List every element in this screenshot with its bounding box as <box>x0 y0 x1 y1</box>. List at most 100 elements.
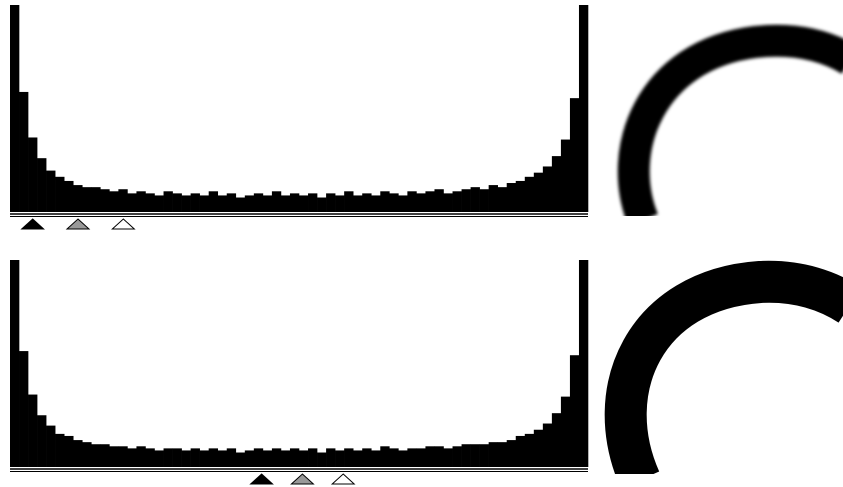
histogram-bar <box>489 185 498 212</box>
histogram-bar <box>10 260 19 467</box>
histogram-bar <box>109 191 118 212</box>
histogram-bar <box>109 446 118 467</box>
histogram-bar <box>299 450 308 467</box>
histogram-bar <box>507 440 516 467</box>
histogram-bar <box>236 198 245 212</box>
histogram-bar <box>281 195 290 212</box>
histogram-bar <box>118 189 127 212</box>
histogram-bar <box>579 5 588 212</box>
histogram-bar <box>498 187 507 212</box>
histogram-bar <box>471 444 480 467</box>
histogram-bar <box>37 415 46 467</box>
histogram-bar <box>100 189 109 212</box>
histogram-bar <box>335 195 344 212</box>
histogram-bar <box>281 450 290 467</box>
histogram-bar <box>389 193 398 212</box>
histogram-bar <box>471 187 480 212</box>
histogram-bar <box>236 453 245 467</box>
level-slider[interactable] <box>251 474 273 484</box>
histogram-bar <box>19 92 28 212</box>
histogram-bar <box>398 195 407 212</box>
histogram-bar <box>272 448 281 467</box>
histogram-bar <box>28 137 37 212</box>
histogram-bar <box>182 195 191 212</box>
histogram-bar <box>227 448 236 467</box>
histogram-bar <box>173 448 182 467</box>
histogram-bar <box>570 98 579 212</box>
preview-bottom <box>626 282 843 480</box>
histogram-bar <box>380 446 389 467</box>
histogram-bar <box>353 450 362 467</box>
histogram-bar <box>326 193 335 212</box>
histogram-bar <box>525 177 534 212</box>
histogram-bar <box>579 260 588 467</box>
histogram-bar <box>543 166 552 212</box>
histogram-bar <box>425 191 434 212</box>
histogram-bar <box>155 195 164 212</box>
histogram-bar <box>55 177 64 212</box>
histogram-bar <box>218 450 227 467</box>
histogram-bar <box>434 446 443 467</box>
level-slider[interactable] <box>332 474 354 484</box>
histogram-bar <box>164 191 173 212</box>
histogram-bar <box>516 436 525 467</box>
histogram-bar <box>245 195 254 212</box>
histogram-bar <box>227 193 236 212</box>
histogram-bar <box>299 195 308 212</box>
histogram-bar <box>353 195 362 212</box>
histogram-bar <box>73 185 82 212</box>
histogram-bar <box>570 355 579 467</box>
histogram-bar <box>462 444 471 467</box>
histogram-bar <box>434 189 443 212</box>
histogram-bar <box>552 156 561 212</box>
histogram-bar <box>82 187 91 212</box>
histogram-bar <box>136 191 145 212</box>
histogram-bar <box>254 448 263 467</box>
histogram-bar <box>326 448 335 467</box>
histogram-bar <box>155 450 164 467</box>
level-slider[interactable] <box>112 219 134 229</box>
level-slider[interactable] <box>291 474 313 484</box>
histogram-bar <box>272 191 281 212</box>
histogram-bar <box>82 442 91 467</box>
histogram-bar <box>498 442 507 467</box>
preview-top <box>634 41 843 220</box>
level-slider[interactable] <box>22 219 44 229</box>
histogram-bar <box>200 195 209 212</box>
level-slider[interactable] <box>67 219 89 229</box>
histogram-bar <box>380 191 389 212</box>
histogram-bar <box>209 448 218 467</box>
histogram-bar <box>389 448 398 467</box>
histogram-bar <box>371 195 380 212</box>
histogram-bar <box>245 450 254 467</box>
histogram-bar <box>164 448 173 467</box>
histogram-bar <box>525 434 534 467</box>
histogram-bar <box>371 450 380 467</box>
histogram-bar <box>118 446 127 467</box>
histogram-bar <box>136 446 145 467</box>
histogram-bar <box>173 193 182 212</box>
histogram-bar <box>55 434 64 467</box>
histogram-bar <box>254 193 263 212</box>
histogram-bar <box>308 193 317 212</box>
histogram-bar <box>28 395 37 467</box>
histogram-bar <box>191 193 200 212</box>
histogram-bar <box>73 440 82 467</box>
histogram-bar <box>200 450 209 467</box>
histogram-bar <box>489 442 498 467</box>
histogram-bar <box>263 450 272 467</box>
histogram-bar <box>480 444 489 467</box>
histogram-bar <box>534 173 543 212</box>
histogram-bar <box>317 198 326 212</box>
histogram-bar <box>543 424 552 467</box>
histogram-bar <box>64 436 73 467</box>
histogram-bar <box>552 413 561 467</box>
histogram-bar <box>209 191 218 212</box>
histogram-bar <box>64 181 73 212</box>
histogram-bar <box>416 448 425 467</box>
histogram-bar <box>46 426 55 467</box>
histogram-bar <box>362 193 371 212</box>
histogram-bar <box>507 183 516 212</box>
histogram-bar <box>453 191 462 212</box>
histogram-bar <box>516 181 525 212</box>
